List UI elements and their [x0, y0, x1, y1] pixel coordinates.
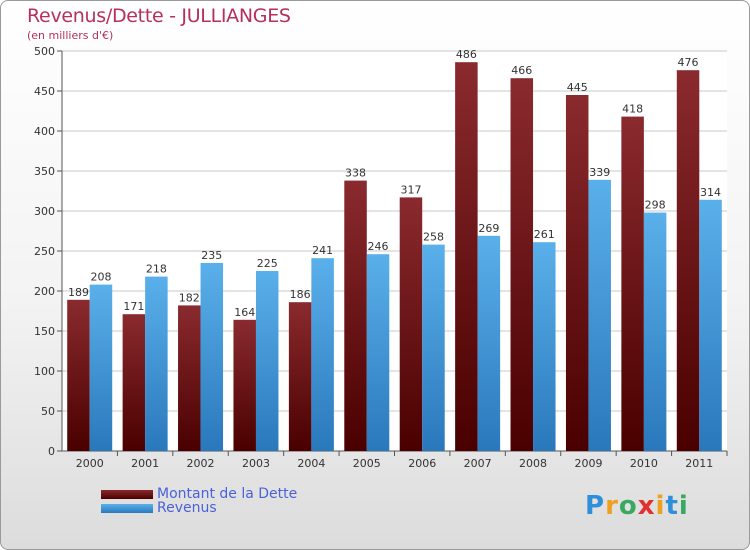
- data-label-revenus-2011: 314: [700, 186, 721, 199]
- data-label-dette-2011: 476: [678, 56, 699, 69]
- y-tick-label: 500: [34, 45, 55, 58]
- y-tick-label: 250: [34, 245, 55, 258]
- proxiti-logo: Proxiti: [585, 491, 689, 521]
- logo-letter: P: [585, 491, 606, 521]
- bar-revenus-2004: [311, 258, 334, 451]
- y-tick-label: 200: [34, 285, 55, 298]
- y-tick-label: 350: [34, 165, 55, 178]
- logo-letter: i: [678, 491, 689, 521]
- bar-revenus-2005: [366, 254, 390, 451]
- chart-title: Revenus/Dette - JULLIANGES: [27, 5, 291, 27]
- x-tick-label: 2005: [353, 457, 381, 470]
- y-tick-label: 150: [34, 325, 55, 338]
- data-label-dette-2002: 182: [179, 291, 200, 304]
- data-label-revenus-2001: 218: [146, 263, 167, 276]
- bar-revenus-2003: [255, 271, 279, 451]
- y-tick-label: 50: [41, 405, 55, 418]
- data-label-dette-2001: 171: [123, 300, 144, 313]
- bar-dette-2007: [455, 62, 478, 451]
- data-label-dette-2008: 466: [511, 64, 532, 77]
- bar-dette-2004: [288, 302, 312, 451]
- data-label-revenus-2000: 208: [90, 271, 111, 284]
- bar-revenus-2008: [533, 242, 556, 451]
- y-tick-label: 450: [34, 85, 55, 98]
- bar-dette-2008: [510, 78, 534, 451]
- x-tick-label: 2000: [76, 457, 104, 470]
- grid-lines: [62, 50, 727, 452]
- data-label-dette-2003: 164: [234, 306, 255, 319]
- y-tick-label: 400: [34, 125, 55, 138]
- x-tick-label: 2007: [464, 457, 492, 470]
- data-label-dette-2009: 445: [567, 81, 588, 94]
- logo-letter: i: [655, 491, 666, 521]
- logo-letter: t: [665, 491, 679, 521]
- bar-dette-2000: [67, 299, 90, 451]
- x-tick-label: 2011: [685, 457, 713, 470]
- data-label-revenus-2010: 298: [645, 199, 666, 212]
- logo-letter: x: [637, 491, 656, 521]
- legend-swatch-dette: [101, 489, 153, 499]
- y-tick-label: 100: [34, 365, 55, 378]
- data-label-revenus-2006: 258: [423, 231, 444, 244]
- x-tick-label: 2002: [187, 457, 215, 470]
- data-label-dette-2000: 189: [68, 286, 89, 299]
- x-tick-label: 2003: [242, 457, 270, 470]
- bar-dette-2011: [676, 70, 700, 451]
- x-tick-label: 2001: [131, 457, 159, 470]
- data-label-revenus-2003: 225: [257, 257, 278, 270]
- bar-revenus-2002: [200, 263, 224, 451]
- bar-dette-2003: [233, 319, 256, 451]
- x-tick-label: 2010: [630, 457, 658, 470]
- bar-dette-2006: [399, 197, 423, 451]
- y-tick-label: 300: [34, 205, 55, 218]
- bar-revenus-2001: [145, 276, 168, 451]
- x-tick-label: 2008: [519, 457, 547, 470]
- data-label-revenus-2007: 269: [478, 222, 499, 235]
- data-label-revenus-2009: 339: [589, 166, 610, 179]
- axes: 0 50 100 150 200 250 300 350 400 450 500 2000 2001 20…: [34, 45, 728, 470]
- data-label-revenus-2004: 241: [312, 244, 333, 257]
- legend-label-revenus: Revenus: [157, 500, 217, 516]
- bar-revenus-2011: [699, 199, 722, 451]
- bar-dette-2009: [565, 95, 589, 451]
- bar-dette-2010: [621, 116, 644, 451]
- x-tick-label: 2006: [408, 457, 436, 470]
- bars: [67, 62, 722, 452]
- bar-revenus-2009: [588, 179, 611, 452]
- legend-swatch-revenus: [101, 503, 153, 513]
- data-label-revenus-2002: 235: [201, 249, 222, 262]
- x-tick-label: 2004: [297, 457, 325, 470]
- legend-item-revenus: Revenus: [101, 500, 297, 516]
- data-label-dette-2005: 338: [345, 167, 366, 180]
- bar-revenus-2006: [422, 244, 445, 451]
- logo-letter: o: [618, 491, 638, 521]
- bar-revenus-2010: [643, 212, 667, 451]
- legend: Montant de la Dette Revenus: [101, 486, 298, 516]
- legend-item-dette: Montant de la Dette: [101, 486, 298, 502]
- chart-subtitle: (en milliers d'€): [27, 29, 114, 42]
- data-label-revenus-2005: 246: [368, 240, 389, 253]
- logo-letter: r: [605, 491, 619, 521]
- bar-dette-2005: [344, 180, 367, 451]
- data-label-dette-2007: 486: [456, 48, 477, 61]
- x-tick-label: 2009: [574, 457, 602, 470]
- bar-dette-2001: [122, 314, 146, 451]
- data-label-revenus-2008: 261: [534, 228, 555, 241]
- data-label-dette-2006: 317: [400, 183, 421, 196]
- y-tick-label: 0: [48, 445, 55, 458]
- bar-dette-2002: [178, 305, 201, 451]
- bar-revenus-2000: [89, 284, 113, 451]
- data-label-dette-2004: 186: [290, 288, 311, 301]
- data-label-dette-2010: 418: [622, 103, 643, 116]
- legend-label-dette: Montant de la Dette: [157, 486, 298, 502]
- bar-revenus-2007: [477, 235, 501, 451]
